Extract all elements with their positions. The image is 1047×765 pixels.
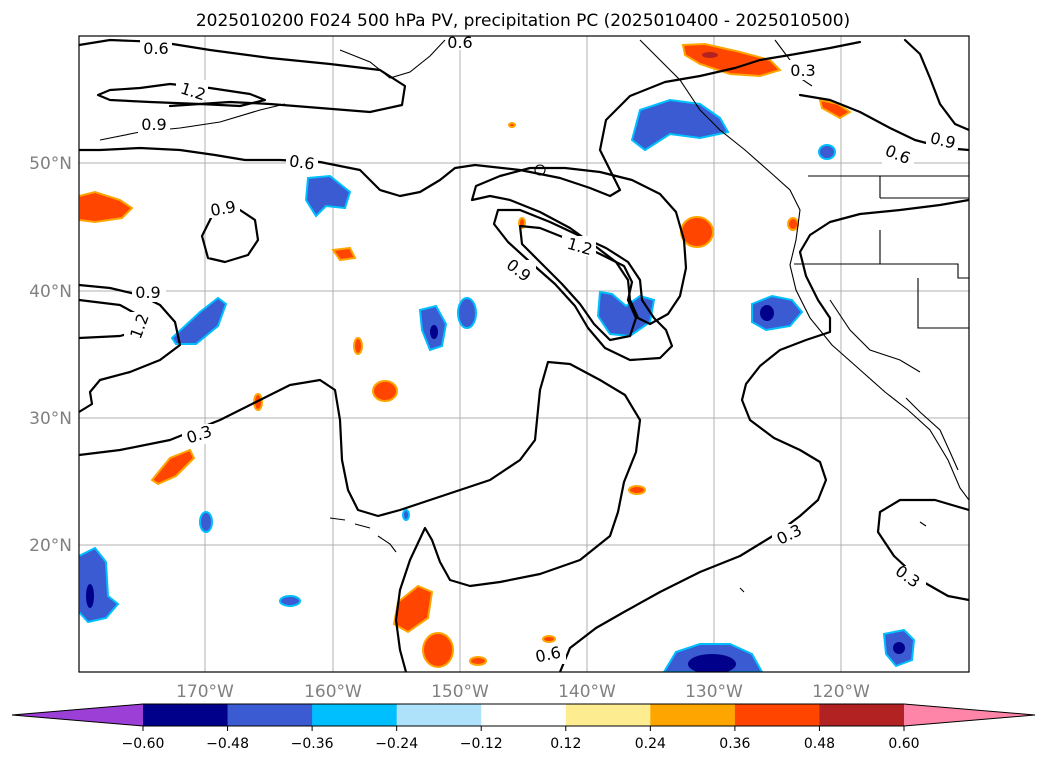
colorbar-swatch: [481, 704, 567, 726]
precip-positive-blob: [392, 584, 434, 634]
map-frame: [78, 35, 970, 673]
lon-tick-label: 140°W: [558, 682, 616, 702]
colorbar-tick-label: −0.12: [460, 736, 503, 752]
precip-positive-blob: [150, 448, 196, 486]
x-axis-labels: 170°W 160°W 150°W 140°W 130°W 120°W: [176, 682, 870, 702]
contour-label: 0.9: [209, 197, 237, 220]
map-panel: 0.6 1.2 0.9 0.6 0.6 0.3 0.9 0.6 0.9 1.2 …: [79, 33, 969, 672]
precip-positive-blob: [818, 98, 852, 120]
precip-positive-blob: [331, 246, 357, 262]
y-axis-labels: 50°N 40°N 30°N 20°N: [29, 154, 72, 556]
precip-negative-core: [430, 325, 438, 339]
colorbar: −0.60 −0.48 −0.36 −0.24 −0.12 0.12 0.24 0.36 0.4…: [11, 703, 1036, 752]
precip-negative-core: [760, 305, 774, 321]
precip-positive-core: [702, 52, 718, 58]
precip-positive-blob: [79, 190, 134, 224]
colorbar-swatch: [312, 704, 398, 726]
contour-label: 0.9: [141, 115, 166, 134]
coastlines: [99, 39, 969, 593]
precip-positive-blob: [372, 380, 398, 402]
precip-positive-blob: [628, 485, 646, 495]
lon-tick-label: 170°W: [176, 682, 234, 702]
colorbar-tick-label: 0.12: [550, 736, 581, 752]
precip-positive-blob: [469, 656, 487, 666]
colorbar-tick-label: 0.60: [888, 736, 919, 752]
precip-positive-blob: [508, 122, 516, 128]
colorbar-extend-max: [904, 704, 1035, 726]
precip-negative-core: [688, 654, 736, 672]
lon-tick-label: 150°W: [431, 682, 489, 702]
colorbar-swatch: [396, 704, 482, 726]
lon-tick-label: 120°W: [812, 682, 870, 702]
contour-labels: 0.6 1.2 0.9 0.6 0.6 0.3 0.9 0.6 0.9 1.2 …: [124, 33, 958, 667]
colorbar-tick-label: −0.60: [122, 736, 165, 752]
colorbar-tick-label: −0.24: [375, 736, 418, 752]
precip-positive-blob: [353, 337, 363, 355]
lat-tick-label: 30°N: [29, 409, 72, 429]
precip-negative-blob: [457, 297, 477, 329]
colorbar-tick-label: −0.48: [206, 736, 249, 752]
colorbar-swatch: [734, 704, 820, 726]
lat-tick-label: 20°N: [29, 536, 72, 556]
precip-negative-core: [893, 642, 905, 654]
pv-contours: [79, 38, 969, 672]
precip-positive-blob: [787, 217, 799, 231]
precip-negative-blob: [630, 98, 730, 152]
colorbar-tick-label: 0.48: [804, 736, 835, 752]
colorbar-tick-label: −0.36: [291, 736, 334, 752]
figure-title: 2025010200 F024 500 hPa PV, precipitatio…: [196, 11, 850, 31]
precip-negative-blob: [199, 511, 213, 533]
precip-positive-blob: [680, 216, 714, 248]
colorbar-swatch: [143, 704, 229, 726]
precip-negative-core: [86, 584, 94, 608]
contour-label: 0.6: [143, 39, 168, 58]
precip-negative-blob: [304, 174, 352, 218]
colorbar-swatch: [565, 704, 651, 726]
precip-positive-blob: [422, 632, 454, 668]
contour-label: 0.3: [790, 61, 815, 80]
contour-label: 0.9: [135, 283, 160, 302]
contour-label: 0.6: [447, 33, 472, 52]
precip-positive-blob: [542, 635, 556, 643]
colorbar-tick-label: 0.24: [635, 736, 666, 752]
lat-tick-label: 40°N: [29, 282, 72, 302]
precip-negative-blob: [279, 595, 301, 607]
lat-lon-gridlines: [79, 36, 969, 672]
colorbar-swatch: [650, 704, 736, 726]
precip-positive-blob: [681, 42, 782, 78]
colorbar-swatch: [819, 704, 905, 726]
precip-negative-blob: [751, 294, 804, 332]
colorbar-swatch: [227, 704, 313, 726]
lon-tick-label: 130°W: [685, 682, 743, 702]
precip-negative-blob: [402, 509, 410, 521]
precip-negative-blob: [818, 144, 836, 160]
colorbar-extend-min: [12, 704, 143, 726]
lat-tick-label: 50°N: [29, 154, 72, 174]
contour-label: 0.6: [288, 151, 316, 173]
contour-label: 0.6: [534, 643, 563, 667]
colorbar-tick-label: 0.36: [719, 736, 750, 752]
precip-negative-blob: [596, 290, 656, 338]
lon-tick-label: 160°W: [304, 682, 362, 702]
